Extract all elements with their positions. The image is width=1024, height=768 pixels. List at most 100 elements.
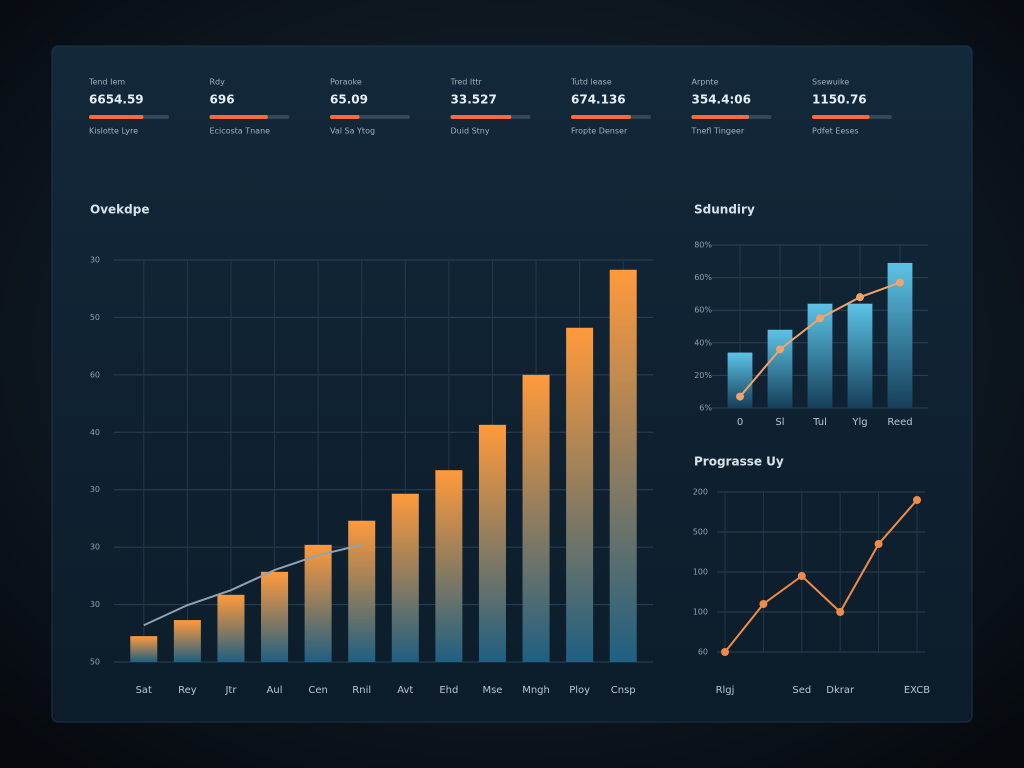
y-tick-label: 60 xyxy=(90,370,100,379)
chart-title: Ovekdpe xyxy=(90,203,149,217)
x-tick-label: Dkrar xyxy=(826,685,855,696)
progress-fill xyxy=(691,115,750,119)
bar xyxy=(435,470,463,662)
progress-fill xyxy=(209,115,268,119)
y-tick-label: 60% xyxy=(694,273,712,282)
kpi-label: Tend Iem xyxy=(88,78,125,87)
kpi-value: 1150.76 xyxy=(812,93,867,107)
y-tick-label: 30 xyxy=(90,256,100,265)
kpi-value: 6654.59 xyxy=(89,93,144,107)
line xyxy=(143,543,362,627)
line-point xyxy=(797,572,806,580)
y-tick-label: 30 xyxy=(90,600,100,609)
y-tick-label: 30 xyxy=(90,485,100,494)
progress-fill xyxy=(812,115,870,119)
kpi-value: 354.4:06 xyxy=(692,93,751,107)
y-tick-label: 200 xyxy=(693,488,708,497)
x-tick-label: Ploy xyxy=(569,685,590,696)
line-point xyxy=(913,496,921,504)
line-point xyxy=(736,392,744,401)
line xyxy=(724,499,918,653)
kpi-value: 674.136 xyxy=(571,93,626,107)
y-tick-label: 6% xyxy=(699,404,712,413)
line-point xyxy=(896,278,904,287)
line-point xyxy=(856,293,864,302)
y-tick-label: 60 xyxy=(698,648,708,657)
kpi-sub: Tnefl Tingeer xyxy=(691,127,745,136)
panel xyxy=(51,45,973,723)
bar xyxy=(522,374,550,662)
line-point xyxy=(759,600,768,608)
bar xyxy=(304,544,332,662)
y-tick-label: 500 xyxy=(693,528,708,537)
x-tick-label: Ylg xyxy=(851,417,867,428)
x-tick-label: Sed xyxy=(792,685,811,696)
kpi-sub: Kislotte Lyre xyxy=(89,127,138,136)
x-tick-label: Rey xyxy=(178,685,197,696)
bar xyxy=(261,571,289,662)
kpi-sub: Fropte Denser xyxy=(571,127,628,136)
progress-fill xyxy=(571,115,631,119)
line-point xyxy=(874,540,883,548)
x-tick-label: Rnil xyxy=(352,685,371,696)
y-tick-label: 50 xyxy=(90,658,100,667)
kpi-label: Poraoke xyxy=(330,78,362,87)
y-tick-label: 60% xyxy=(694,306,712,315)
line-point xyxy=(836,608,845,616)
x-tick-label: Sl xyxy=(775,417,784,428)
x-tick-label: Ehd xyxy=(439,685,458,696)
progress-fill xyxy=(450,115,512,119)
x-tick-label: Aul xyxy=(267,685,283,696)
chart-title: Prograsse Uy xyxy=(694,455,784,469)
kpi-label: Tutd lease xyxy=(570,78,612,87)
y-tick-label: 100 xyxy=(693,608,708,617)
kpi-label: Ssewuike xyxy=(812,78,849,87)
x-tick-label: Mse xyxy=(482,685,502,696)
line-point xyxy=(816,314,824,323)
x-tick-label: Mngh xyxy=(522,685,550,696)
bar xyxy=(478,424,506,662)
bar xyxy=(847,303,873,408)
kpi-value: 65.09 xyxy=(330,93,368,107)
x-tick-label: EXCB xyxy=(904,685,930,696)
kpi-label: Arpnte xyxy=(692,78,719,87)
y-tick-label: 80% xyxy=(694,241,712,250)
y-tick-label: 30 xyxy=(90,543,100,552)
bar xyxy=(173,620,201,662)
bar xyxy=(609,269,637,662)
chart-title: Sdundiry xyxy=(694,203,755,217)
x-tick-label: Tul xyxy=(812,417,827,428)
bar xyxy=(217,594,245,662)
x-tick-label: Sat xyxy=(136,685,152,696)
x-tick-label: Reed xyxy=(887,417,912,428)
y-tick-label: 40% xyxy=(694,338,712,347)
bar xyxy=(391,493,419,662)
x-tick-label: Jtr xyxy=(224,685,237,696)
kpi-sub: Duid Stny xyxy=(451,127,490,136)
x-tick-label: Cen xyxy=(308,685,327,696)
y-tick-label: 20% xyxy=(694,371,712,380)
kpi-label: Rdy xyxy=(210,78,226,87)
x-tick-label: Avt xyxy=(397,685,413,696)
bar xyxy=(566,327,594,662)
x-tick-label: Cnsp xyxy=(611,685,636,696)
bar xyxy=(130,636,158,662)
progress-fill xyxy=(330,115,360,119)
kpi-value: 696 xyxy=(210,93,235,107)
kpi-sub: Pdfet Eeses xyxy=(812,127,859,136)
progress-fill xyxy=(89,115,144,119)
kpi-sub: Ecicosta Tnane xyxy=(210,127,271,136)
y-tick-label: 100 xyxy=(693,568,708,577)
x-tick-label: Rlgj xyxy=(716,685,735,696)
kpi-label: Tred Ittr xyxy=(450,78,483,87)
y-tick-label: 40 xyxy=(90,428,100,437)
line-point xyxy=(776,345,784,354)
line-point xyxy=(721,648,729,656)
y-tick-label: 50 xyxy=(90,313,100,322)
x-tick-label: 0 xyxy=(737,417,743,428)
bar xyxy=(887,262,913,408)
bar xyxy=(348,520,376,662)
kpi-value: 33.527 xyxy=(451,93,497,107)
